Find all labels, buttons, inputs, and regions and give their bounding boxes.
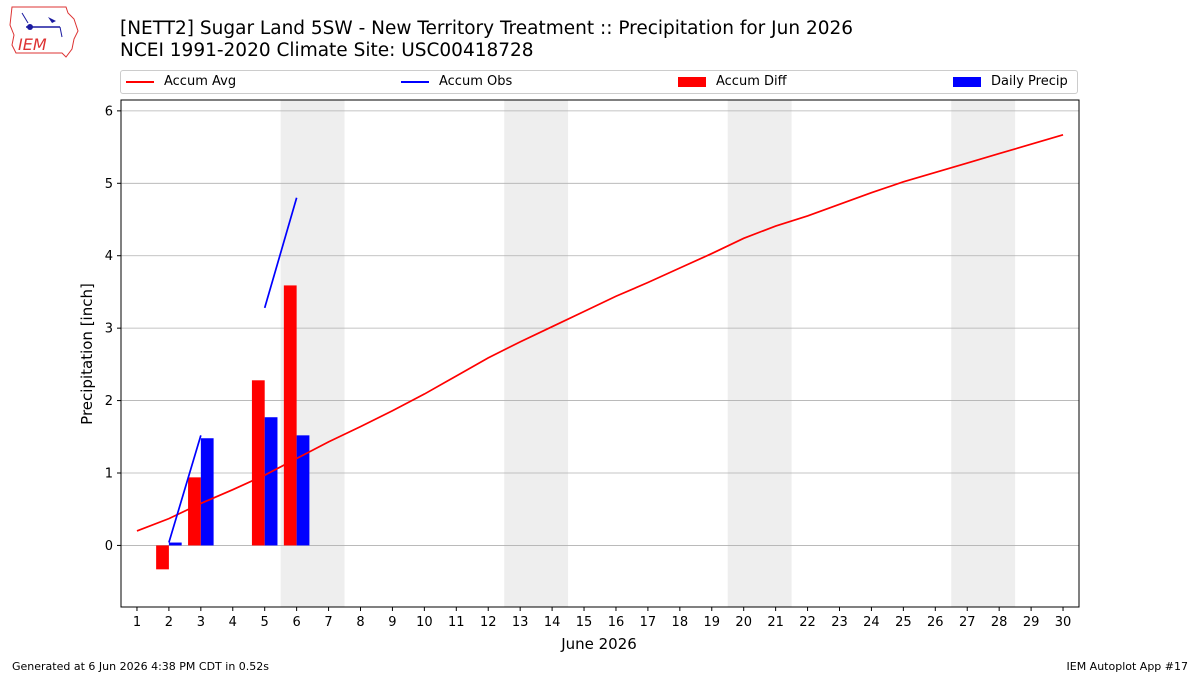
bar-daily-precip-day-3 (200, 438, 214, 546)
x-tick-label-11: 11 (448, 615, 465, 630)
x-tick-label-17: 17 (640, 615, 657, 630)
y-tick-label-0: 0 (105, 539, 113, 554)
iem-logo-graphic: IEM (9, 6, 79, 58)
x-tick-label-28: 28 (991, 615, 1008, 630)
x-tick-label-27: 27 (959, 615, 976, 630)
x-tick-label-7: 7 (324, 615, 332, 630)
x-tick-label-22: 22 (799, 615, 816, 630)
y-tick-label-1: 1 (105, 467, 113, 482)
x-tick-label-23: 23 (831, 615, 848, 630)
line-accum-obs-segment-0 (168, 435, 202, 543)
x-tick-label-29: 29 (1023, 615, 1040, 630)
legend-item-accum-avg: Accum Avg (126, 74, 236, 89)
grid-lines (121, 110, 1079, 546)
x-tick-label-1: 1 (133, 615, 141, 630)
x-tick-label-3: 3 (197, 615, 205, 630)
bar-daily-precip-day-6 (296, 435, 310, 546)
series-lines (136, 133, 1064, 543)
x-tick-label-8: 8 (356, 615, 364, 630)
bar-daily-precip-day-2 (168, 542, 182, 546)
bars (156, 285, 310, 570)
x-tick-label-10: 10 (416, 615, 433, 630)
x-tick-label-15: 15 (576, 615, 593, 630)
bar-accum-diff-day-3 (188, 477, 201, 546)
weekend-shade-3 (951, 100, 1016, 607)
x-tick-label-16: 16 (608, 615, 625, 630)
x-tick-label-4: 4 (229, 615, 237, 630)
y-tick-label-2: 2 (105, 394, 113, 409)
x-tick-label-9: 9 (388, 615, 396, 630)
y-axis-ticks: 0 1 2 3 4 5 6 (105, 104, 121, 554)
iem-logo: IEM (8, 5, 80, 59)
bar-daily-precip-day-5 (264, 417, 278, 546)
legend-swatch-accum-diff (678, 76, 706, 87)
plot-frame (120, 99, 1080, 608)
x-axis-ticks: 1 2 3 4 5 6 7 8 9 10 11 12 13 14 15 16 17 18 19 20 21 22 23 24 2… (133, 607, 1071, 630)
chart-subtitle: NCEI 1991-2020 Climate Site: USC00418728 (120, 40, 534, 61)
weekend-shading (280, 100, 1016, 607)
y-tick-label-5: 5 (105, 177, 113, 192)
x-tick-label-20: 20 (735, 615, 752, 630)
bar-accum-diff-day-2 (156, 545, 169, 570)
generated-timestamp: Generated at 6 Jun 2026 4:38 PM CDT in 0… (12, 660, 270, 673)
legend-label-accum-avg: Accum Avg (164, 74, 237, 89)
app-label: IEM Autoplot App #17 (1066, 660, 1189, 673)
legend: Accum Avg Accum Obs Accum Diff Daily Pre… (120, 70, 1078, 94)
x-tick-label-19: 19 (703, 615, 720, 630)
chart-title: [NETT2] Sugar Land 5SW - New Territory T… (120, 18, 854, 39)
y-tick-label-4: 4 (105, 249, 113, 264)
line-accum-avg (136, 133, 1064, 532)
x-axis-label: June 2026 (560, 635, 637, 653)
legend-swatch-accum-obs (401, 80, 429, 83)
weekend-shade-1 (504, 100, 569, 607)
x-tick-label-5: 5 (261, 615, 269, 630)
legend-item-accum-obs: Accum Obs (401, 74, 512, 89)
legend-item-daily-precip: Daily Precip (953, 74, 1068, 89)
x-tick-label-24: 24 (863, 615, 880, 630)
svg-text:IEM: IEM (18, 35, 47, 54)
legend-swatch-accum-avg (126, 80, 154, 83)
weekend-shade-2 (727, 100, 792, 607)
x-tick-label-2: 2 (165, 615, 173, 630)
x-tick-label-18: 18 (672, 615, 689, 630)
bar-accum-diff-day-6 (283, 285, 297, 546)
x-tick-label-13: 13 (512, 615, 529, 630)
legend-swatch-daily-precip (953, 76, 981, 87)
legend-label-daily-precip: Daily Precip (991, 74, 1068, 89)
y-axis-label: Precipitation [inch] (78, 283, 96, 425)
y-tick-label-6: 6 (105, 104, 113, 119)
x-tick-label-25: 25 (895, 615, 912, 630)
x-tick-label-14: 14 (544, 615, 561, 630)
legend-label-accum-obs: Accum Obs (439, 74, 513, 89)
x-tick-label-21: 21 (767, 615, 784, 630)
legend-item-accum-diff: Accum Diff (678, 74, 787, 89)
x-tick-label-30: 30 (1055, 615, 1072, 630)
bar-accum-diff-day-5 (251, 380, 265, 546)
line-accum-obs-segment-1 (263, 197, 298, 309)
legend-label-accum-diff: Accum Diff (716, 74, 787, 89)
x-tick-label-12: 12 (480, 615, 497, 630)
y-tick-label-3: 3 (105, 322, 113, 337)
x-tick-label-26: 26 (927, 615, 944, 630)
x-tick-label-6: 6 (292, 615, 300, 630)
